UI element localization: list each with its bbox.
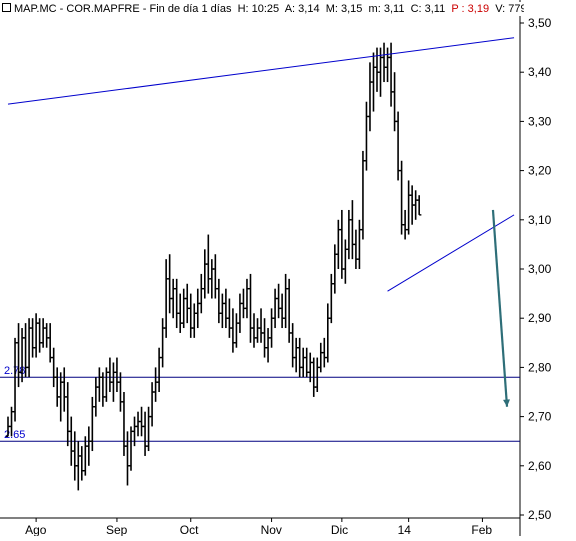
x-tick-label: Feb <box>471 523 492 536</box>
ohlc-bar <box>416 195 422 216</box>
y-tick-label: 3,40 <box>528 65 552 79</box>
arrow-shaft <box>491 209 509 407</box>
mn-label: m: <box>368 3 381 15</box>
x-tick-label: Oct <box>180 523 199 536</box>
a-label: A: <box>284 3 296 15</box>
y-tick-label: 3,10 <box>528 213 552 227</box>
y-tick-label: 3,50 <box>528 16 552 30</box>
mn-value: 3,11 <box>383 3 405 15</box>
y-axis-ticks: 3,50 3,40 3,30 3,20 3,10 3,00 2,90 2,80 2,70 2,60… <box>520 16 552 522</box>
y-tick-label: 3,20 <box>528 164 552 178</box>
y-tick-label: 2,90 <box>528 311 552 325</box>
y-tick-label: 2,60 <box>528 459 552 473</box>
symbol-marker-icon <box>2 3 11 12</box>
symbol: MAP.MC <box>14 3 57 15</box>
x-tick-label: Ago <box>25 523 47 536</box>
support-line-label: 2.65 <box>4 429 25 441</box>
arrow-head-icon <box>503 399 510 407</box>
trendline-lower-support <box>387 214 515 292</box>
period-label: Fin de día 1 días <box>149 3 232 15</box>
x-tick-label: Dic <box>331 523 348 536</box>
m-label: M: <box>325 3 338 15</box>
c-label: C: <box>410 3 422 15</box>
v-label: V: <box>495 3 506 15</box>
p-label: P : <box>451 3 465 15</box>
x-tick-label: Sep <box>106 523 128 536</box>
x-tick-label: 14 <box>398 523 412 536</box>
v-value: 779.509 <box>508 3 524 15</box>
instrument-name: COR.MAPFRE <box>66 3 140 15</box>
x-tick-label: Nov <box>261 523 282 536</box>
y-tick-label: 3,30 <box>528 114 552 128</box>
trendline-upper-resistance <box>7 37 515 105</box>
ohlc-bars <box>5 42 422 491</box>
m-value: 3,15 <box>341 3 363 15</box>
p-value: 3,19 <box>467 3 490 15</box>
y-tick-label: 2,50 <box>528 508 552 522</box>
x-axis-ticks: Ago Sep Oct Nov Dic 14 Feb <box>25 518 492 537</box>
c-value: 3,11 <box>424 3 446 15</box>
projection-arrow <box>491 209 510 407</box>
quote-info-bar: MAP.MC - COR.MAPFRE - Fin de día 1 días … <box>2 2 524 16</box>
y-tick-label: 2,80 <box>528 360 552 374</box>
axis-layer <box>0 0 521 536</box>
high-value: 10:25 <box>251 3 280 15</box>
y-tick-label: 2,70 <box>528 410 552 424</box>
trendlines <box>7 37 515 292</box>
y-tick-label: 3,00 <box>528 262 552 276</box>
high-label: H: <box>237 3 249 15</box>
a-value: 3,14 <box>298 3 320 15</box>
